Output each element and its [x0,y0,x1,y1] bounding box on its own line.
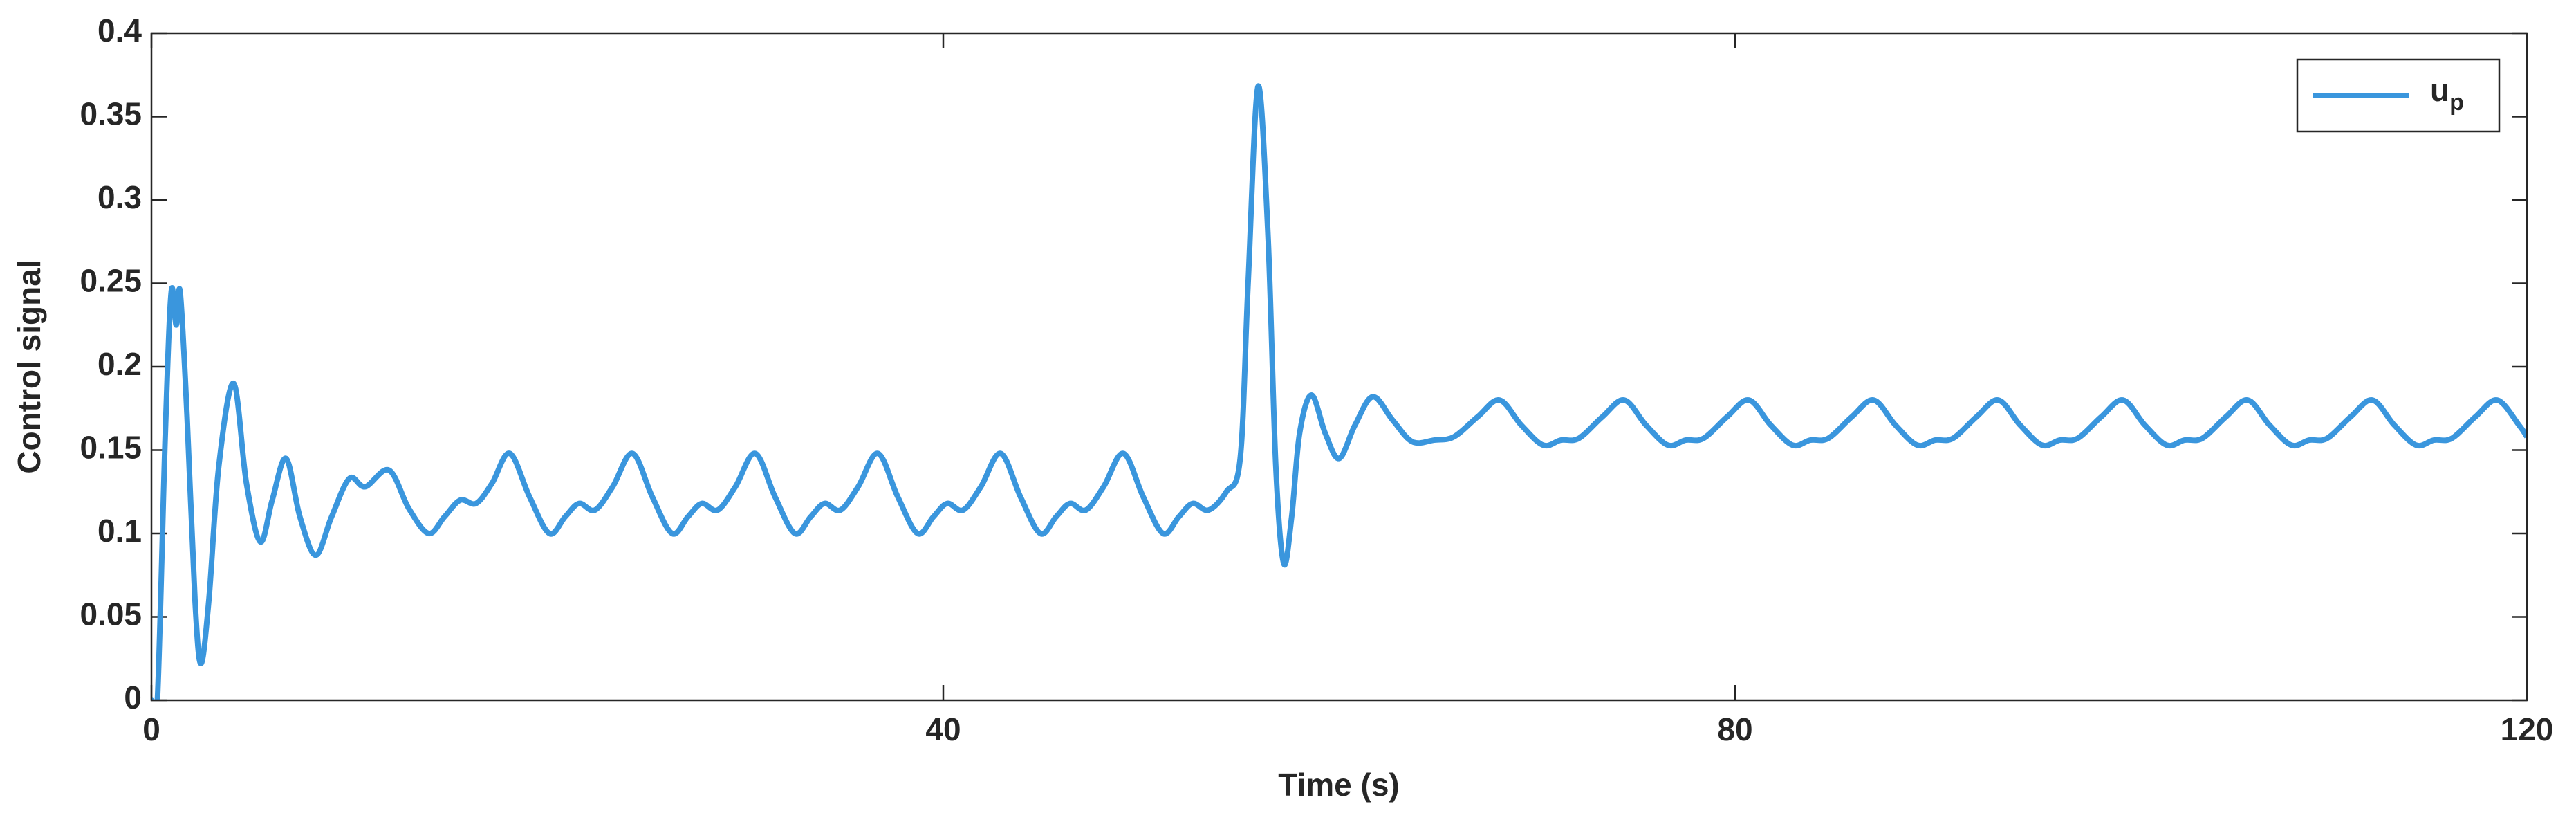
x-tick-label: 40 [925,711,961,747]
x-tick-label: 80 [1717,711,1752,747]
x-tick-label: 0 [142,711,160,747]
y-tick-label: 0.15 [80,430,142,466]
legend-label-subscript: p [2449,89,2464,116]
data-line [151,83,2527,700]
x-tick-label: 120 [2501,711,2554,747]
y-tick-label: 0.1 [98,513,142,549]
y-axis-label: Control signal [11,259,47,473]
x-axis-label: Time (s) [1278,767,1400,803]
y-tick-label: 0.25 [80,263,142,299]
y-tick-label: 0.05 [80,596,142,632]
y-tick-label: 0 [124,679,142,715]
y-tick-label: 0.35 [80,96,142,132]
legend-label-main: u [2430,72,2449,108]
y-tick-label: 0.4 [98,12,142,48]
legend-label: up [2430,72,2464,116]
y-tick-label: 0.3 [98,179,142,215]
axes-box [150,32,2528,702]
y-tick-label: 0.2 [98,346,142,382]
